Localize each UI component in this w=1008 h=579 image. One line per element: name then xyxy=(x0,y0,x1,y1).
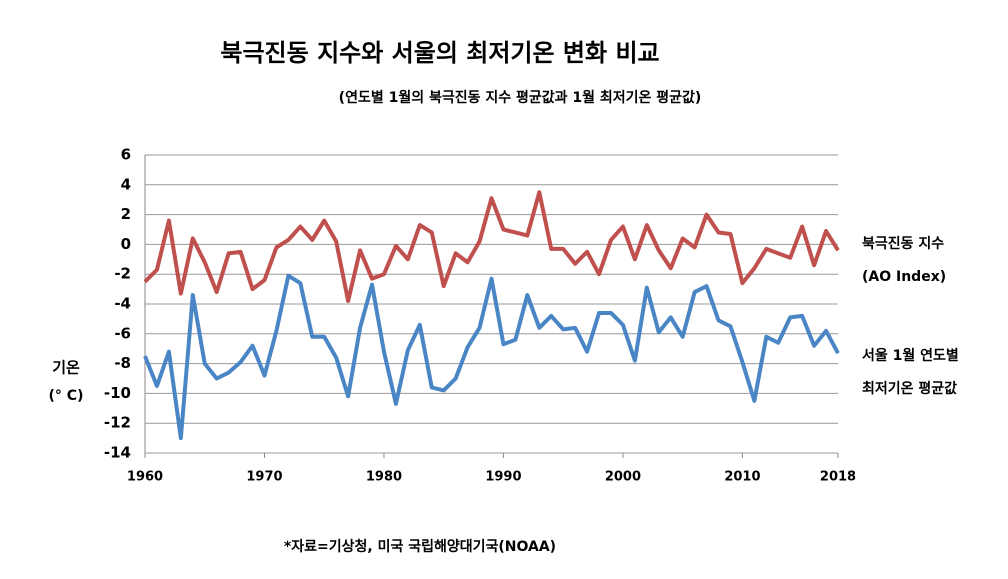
y-tick-label: -2 xyxy=(114,265,131,283)
x-tick-label: 1960 xyxy=(127,470,163,485)
y-tick-label: -8 xyxy=(114,354,131,372)
legend-label: (AO Index) xyxy=(862,269,946,285)
x-tick-label: 2018 xyxy=(820,470,856,485)
x-tick-label: 1980 xyxy=(366,470,402,485)
x-tick-label: 1970 xyxy=(246,470,282,485)
y-tick-label: 4 xyxy=(121,175,131,193)
series-line xyxy=(143,190,840,304)
y-axis-label: 기온 xyxy=(52,359,80,377)
series-line xyxy=(143,273,840,441)
legend-label: 북극진동 지수 xyxy=(862,235,944,252)
y-tick-label: 2 xyxy=(121,205,131,223)
y-tick-label: -12 xyxy=(104,414,131,432)
legend-label: 서울 1월 연도별 xyxy=(862,347,959,364)
x-tick-label: 2000 xyxy=(605,470,641,485)
y-tick-label: -10 xyxy=(104,384,131,402)
x-tick-label: 1990 xyxy=(485,470,521,485)
x-tick-label: 2010 xyxy=(724,470,760,485)
y-tick-label: -6 xyxy=(114,324,131,342)
chart-subtitle: (연도별 1월의 북극진동 지수 평균값과 1월 최저기온 평균값) xyxy=(339,89,702,106)
y-tick-label: -14 xyxy=(104,444,131,462)
legend-label: 최저기온 평균값 xyxy=(862,380,957,397)
y-tick-label: -4 xyxy=(114,295,131,313)
source-note: *자료=기상청, 미국 국립해양대기국(NOAA) xyxy=(284,539,556,555)
y-tick-label: 6 xyxy=(121,146,131,164)
chart-title: 북극진동 지수와 서울의 최저기온 변화 비교 xyxy=(220,39,659,67)
y-tick-label: 0 xyxy=(121,235,131,253)
y-axis-label: (° C) xyxy=(49,388,84,404)
